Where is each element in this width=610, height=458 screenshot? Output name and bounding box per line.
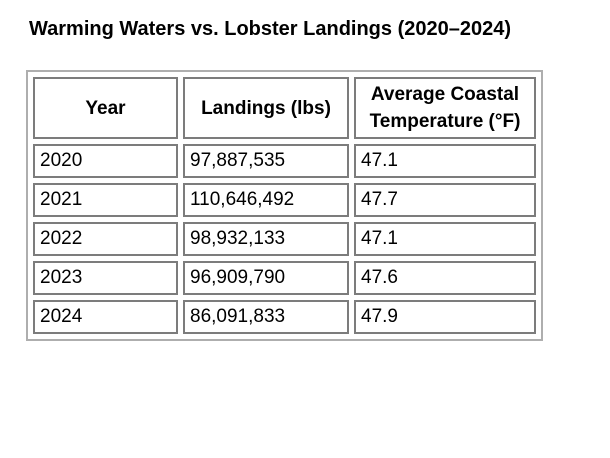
temperature-column-header: Average Coastal Temperature (°F) [354,77,536,139]
table-row: 2021 110,646,492 47.7 [33,183,536,217]
landings-cell: 97,887,535 [183,144,349,178]
page-title: Warming Waters vs. Lobster Landings (202… [29,18,512,40]
table-row: 2022 98,932,133 47.1 [33,222,536,256]
landings-table: Year Landings (lbs) Average Coastal Temp… [26,70,543,341]
year-cell: 2022 [33,222,178,256]
temperature-cell: 47.6 [354,261,536,295]
landings-column-header: Landings (lbs) [183,77,349,139]
landings-cell: 96,909,790 [183,261,349,295]
header-row: Year Landings (lbs) Average Coastal Temp… [33,77,536,139]
table-row: 2020 97,887,535 47.1 [33,144,536,178]
table-header: Year Landings (lbs) Average Coastal Temp… [33,77,536,139]
year-cell: 2020 [33,144,178,178]
temperature-cell: 47.1 [354,222,536,256]
temperature-cell: 47.9 [354,300,536,334]
year-column-header: Year [33,77,178,139]
year-cell: 2024 [33,300,178,334]
landings-cell: 98,932,133 [183,222,349,256]
year-cell: 2023 [33,261,178,295]
temperature-cell: 47.1 [354,144,536,178]
table-row: 2023 96,909,790 47.6 [33,261,536,295]
year-cell: 2021 [33,183,178,217]
landings-table-container: Year Landings (lbs) Average Coastal Temp… [26,70,543,341]
landings-cell: 86,091,833 [183,300,349,334]
temperature-cell: 47.7 [354,183,536,217]
table-row: 2024 86,091,833 47.9 [33,300,536,334]
landings-cell: 110,646,492 [183,183,349,217]
table-body: 2020 97,887,535 47.1 2021 110,646,492 47… [33,144,536,334]
